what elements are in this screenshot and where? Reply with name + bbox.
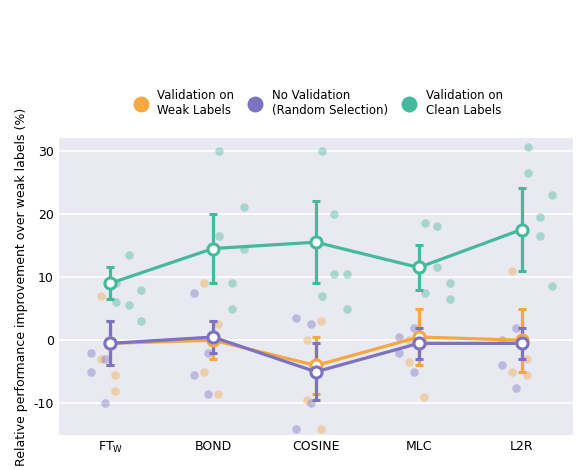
Point	[419, 393, 429, 401]
Point	[433, 264, 442, 271]
Point	[306, 321, 315, 328]
Point	[330, 210, 339, 218]
Point	[523, 169, 533, 176]
Point	[227, 280, 236, 287]
Point	[213, 321, 223, 328]
Point	[292, 314, 301, 322]
Point	[227, 305, 236, 313]
Point	[292, 425, 301, 432]
Point	[523, 144, 533, 151]
Legend: Validation on
Weak Labels, No Validation
(Random Selection), Validation on
Clean: Validation on Weak Labels, No Validation…	[124, 84, 507, 122]
Point	[405, 359, 414, 366]
Point	[239, 245, 249, 252]
Point	[96, 292, 106, 300]
Point	[239, 204, 249, 211]
Point	[445, 280, 455, 287]
Point	[199, 280, 209, 287]
Y-axis label: Relative performance improvement over weak labels (%): Relative performance improvement over we…	[15, 107, 28, 466]
Point	[522, 371, 532, 379]
Point	[522, 355, 532, 363]
Point	[420, 219, 430, 227]
Point	[86, 368, 95, 376]
Point	[497, 362, 507, 369]
Point	[306, 400, 315, 407]
Point	[124, 302, 133, 309]
Point	[395, 333, 404, 341]
Point	[405, 337, 414, 344]
Point	[419, 340, 429, 347]
Point	[316, 317, 326, 325]
Point	[213, 390, 223, 398]
Point	[512, 384, 521, 392]
Point	[548, 191, 557, 198]
Point	[101, 355, 110, 363]
Point	[536, 213, 545, 221]
Point	[318, 147, 327, 154]
Point	[409, 324, 418, 331]
Point	[512, 324, 521, 331]
Point	[548, 282, 557, 290]
Point	[395, 349, 404, 357]
Point	[330, 270, 339, 278]
Point	[420, 289, 430, 297]
Point	[433, 223, 442, 230]
Point	[316, 425, 326, 432]
Point	[342, 270, 352, 278]
Point	[215, 147, 224, 154]
Point	[189, 371, 198, 379]
Point	[203, 349, 213, 357]
Point	[112, 280, 121, 287]
Point	[342, 305, 352, 313]
Point	[96, 355, 106, 363]
Point	[199, 368, 209, 376]
Point	[507, 368, 517, 376]
Point	[302, 397, 311, 404]
Point	[111, 371, 120, 379]
Point	[445, 295, 455, 303]
Point	[497, 337, 507, 344]
Point	[318, 292, 327, 300]
Point	[112, 298, 121, 306]
Point	[101, 400, 110, 407]
Point	[302, 337, 311, 344]
Point	[536, 232, 545, 240]
Point	[507, 267, 517, 274]
Point	[86, 349, 95, 357]
Point	[215, 232, 224, 240]
Point	[124, 251, 133, 258]
Point	[136, 286, 146, 293]
Point	[409, 368, 418, 376]
Point	[203, 390, 213, 398]
Point	[136, 317, 146, 325]
Point	[189, 289, 198, 297]
Point	[111, 387, 120, 394]
